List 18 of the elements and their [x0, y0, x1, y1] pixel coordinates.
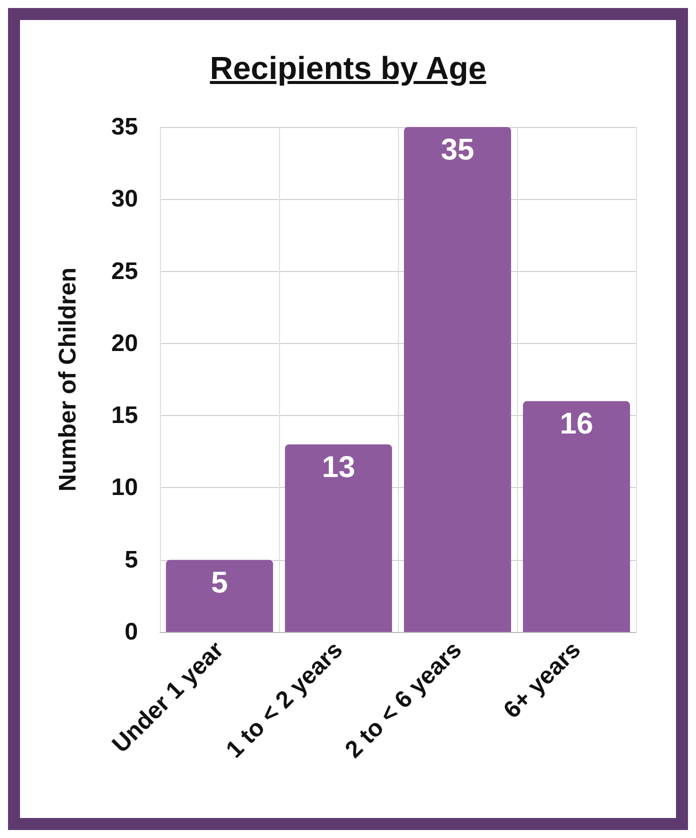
- bar: [284, 444, 392, 632]
- data-label: 35: [440, 134, 474, 166]
- data-label: 5: [211, 566, 228, 600]
- y-tick-label: 35: [111, 114, 138, 140]
- y-axis-title: Number of Children: [54, 267, 82, 492]
- chart-title: Recipients by Age: [208, 50, 488, 87]
- y-tick-label: 5: [124, 546, 138, 574]
- y-tick-label: 0: [124, 618, 138, 646]
- bar: [166, 560, 274, 632]
- data-label: 13: [322, 450, 356, 484]
- y-tick-label: 15: [111, 402, 138, 430]
- y-tick-label: 10: [111, 474, 138, 502]
- y-tick-label: 25: [111, 258, 138, 285]
- y-tick-label: 20: [111, 330, 138, 357]
- y-tick-label: 30: [111, 186, 138, 213]
- bar: [522, 401, 630, 632]
- data-label: 16: [560, 408, 594, 441]
- bar: [404, 127, 512, 632]
